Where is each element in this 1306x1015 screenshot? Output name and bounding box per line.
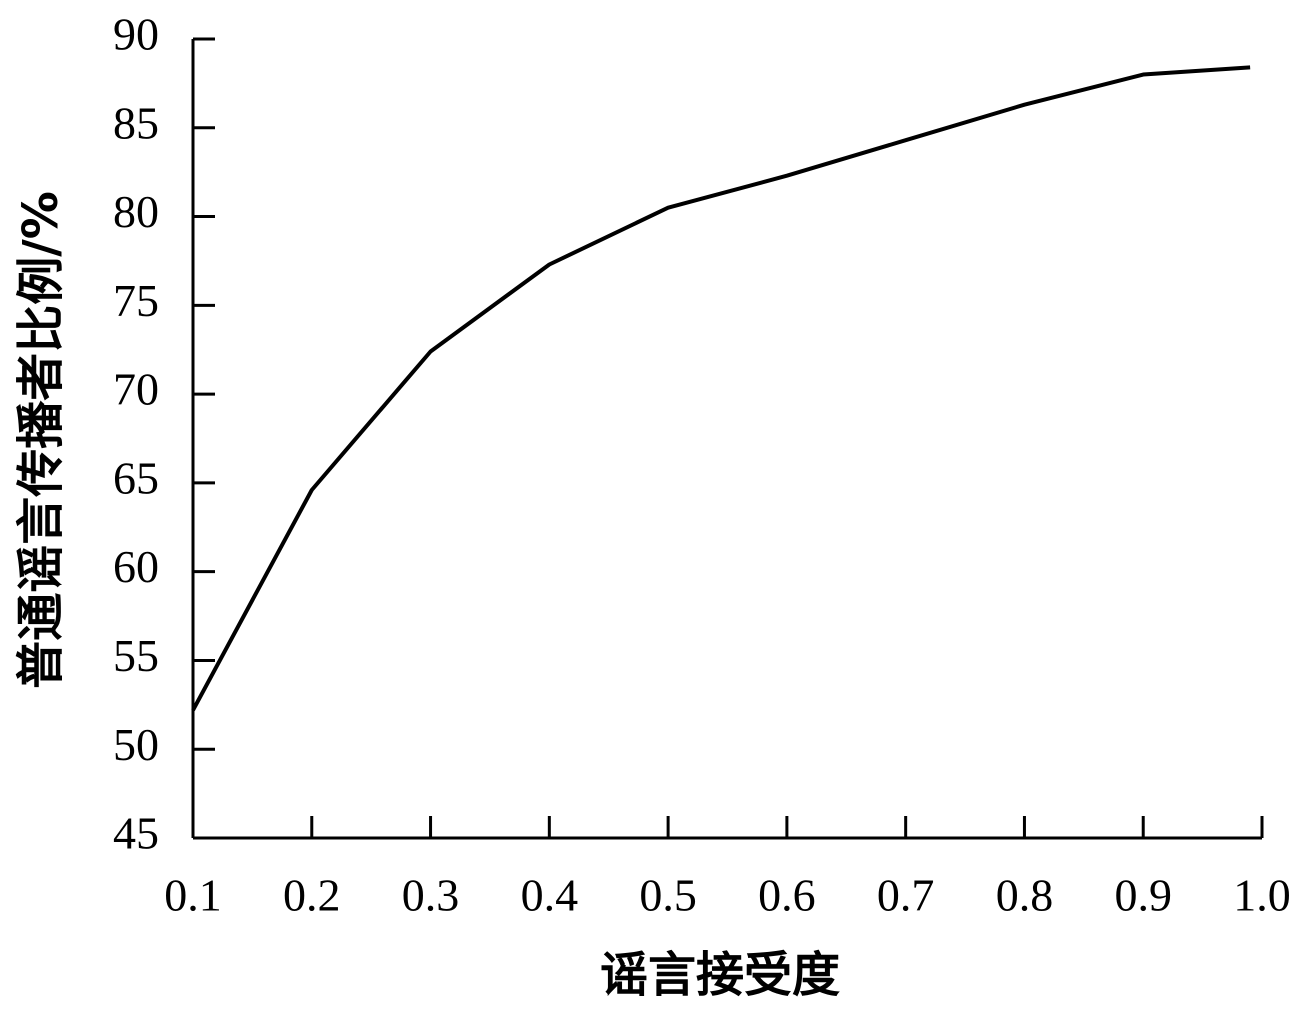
y-tick-label: 60 xyxy=(113,541,159,592)
y-tick-label: 70 xyxy=(113,364,159,415)
y-tick-label: 65 xyxy=(113,452,159,503)
x-tick-label: 0.7 xyxy=(877,870,935,921)
x-tick-label: 0.2 xyxy=(283,870,341,921)
y-tick-label: 80 xyxy=(113,186,159,237)
y-tick-label: 45 xyxy=(113,808,159,859)
x-tick-label: 0.3 xyxy=(402,870,460,921)
data-line xyxy=(191,65,1251,712)
y-tick-label: 75 xyxy=(113,275,159,326)
y-axis-title: 普通谣言传播者比例/% xyxy=(13,191,69,689)
y-tick-label: 55 xyxy=(113,630,159,681)
x-tick-label: 0.6 xyxy=(758,870,816,921)
x-tick-label: 0.9 xyxy=(1114,870,1172,921)
x-tick-label: 0.4 xyxy=(521,870,579,921)
y-tick-label: 85 xyxy=(113,97,159,148)
x-tick-label: 1.0 xyxy=(1233,870,1291,921)
y-tick-label: 90 xyxy=(113,9,159,60)
y-tick-label: 50 xyxy=(113,719,159,770)
x-axis-title: 谣言接受度 xyxy=(600,947,840,1003)
x-tick-label: 0.8 xyxy=(996,870,1054,921)
x-tick-label: 0.1 xyxy=(164,870,222,921)
x-tick-label: 0.5 xyxy=(639,870,697,921)
